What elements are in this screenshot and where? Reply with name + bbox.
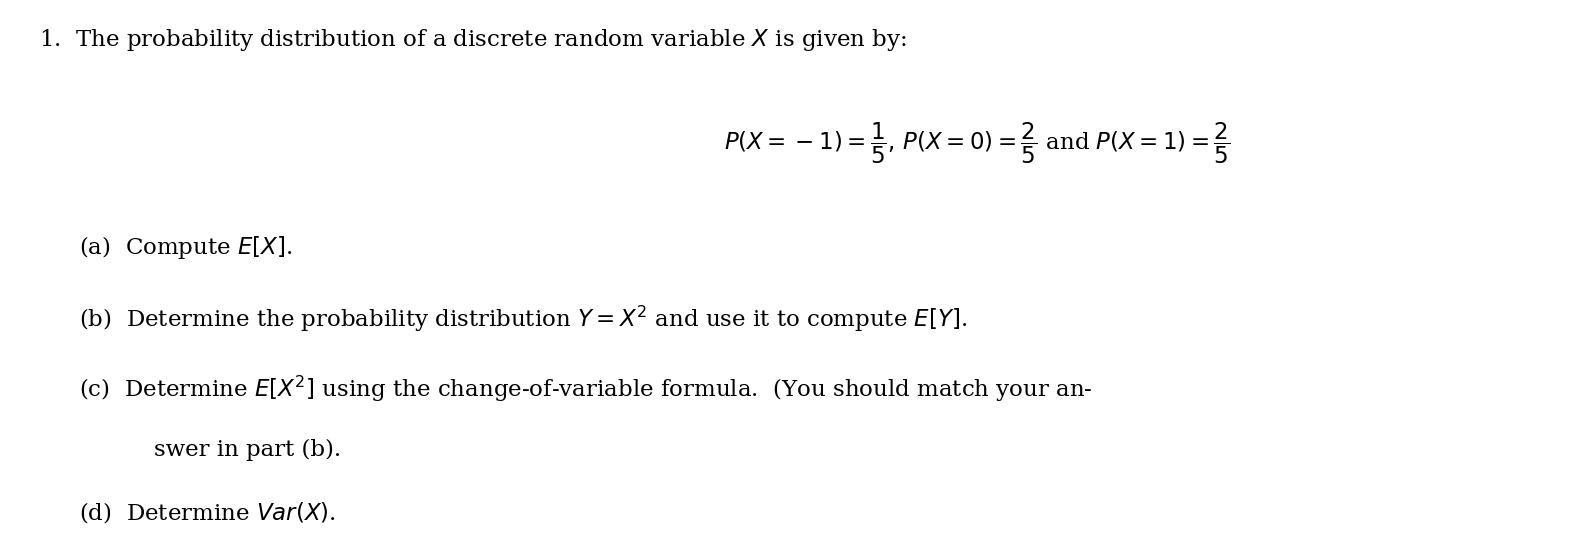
Text: (d)  Determine $\mathit{Var}(X)$.: (d) Determine $\mathit{Var}(X)$. xyxy=(79,500,335,525)
Text: 1.  The probability distribution of a discrete random variable $X$ is given by:: 1. The probability distribution of a dis… xyxy=(39,27,907,53)
Text: (a)  Compute $E[X]$.: (a) Compute $E[X]$. xyxy=(79,234,293,261)
Text: swer in part (b).: swer in part (b). xyxy=(154,438,342,461)
Text: (c)  Determine $E\left[X^2\right]$ using the change-of-variable formula.  (You s: (c) Determine $E\left[X^2\right]$ using … xyxy=(79,374,1092,404)
Text: (b)  Determine the probability distribution $Y = X^2$ and use it to compute $E[Y: (b) Determine the probability distributi… xyxy=(79,304,966,334)
Text: $P(X = -1) = \dfrac{1}{5},\, P(X = 0) = \dfrac{2}{5}$ and $P(X = 1) = \dfrac{2}{: $P(X = -1) = \dfrac{1}{5},\, P(X = 0) = … xyxy=(724,121,1231,166)
